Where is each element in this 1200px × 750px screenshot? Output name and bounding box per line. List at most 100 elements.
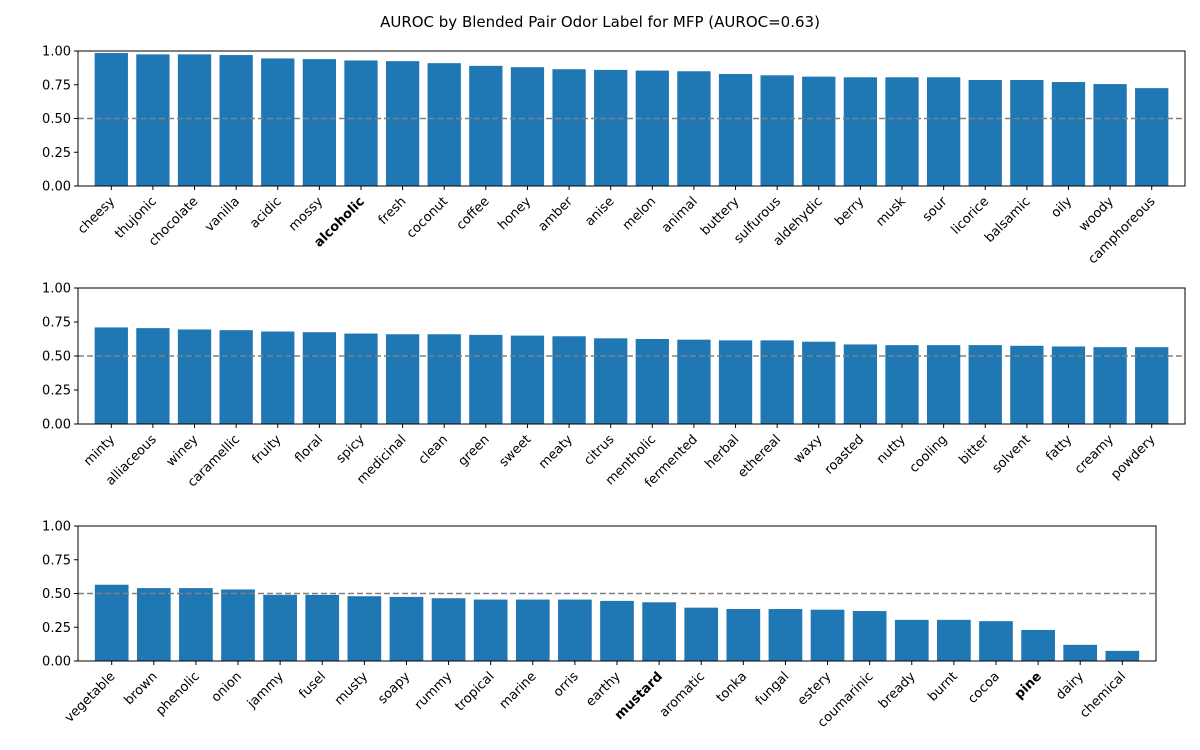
bar-fruity bbox=[261, 331, 295, 424]
y-tick-label: 1.00 bbox=[42, 520, 71, 535]
bar-licorice bbox=[968, 80, 1002, 186]
chart-title: AUROC by Blended Pair Odor Label for MFP… bbox=[380, 13, 820, 31]
bar-waxy bbox=[802, 341, 836, 424]
bar-camphoreous bbox=[1135, 88, 1169, 187]
x-tick-label-honey: honey bbox=[495, 194, 534, 233]
bar-green bbox=[469, 334, 503, 424]
bar-fungal bbox=[768, 609, 803, 661]
bar-roasted bbox=[843, 344, 878, 424]
bar-coumarinic bbox=[852, 611, 887, 661]
bar-aromatic bbox=[684, 607, 719, 661]
y-tick-label: 0.50 bbox=[42, 350, 71, 365]
x-tick-label-jammy: jammy bbox=[244, 669, 287, 712]
x-tick-label-citrus: citrus bbox=[581, 432, 617, 468]
bar-coffee bbox=[469, 65, 503, 186]
bar-alliaceous bbox=[136, 328, 170, 424]
bar-tropical bbox=[473, 599, 508, 661]
x-tick-label-musk: musk bbox=[873, 194, 909, 230]
y-tick-label: 0.50 bbox=[42, 587, 71, 602]
x-tick-label-ethereal: ethereal bbox=[735, 432, 784, 481]
x-tick-label-clean: clean bbox=[416, 432, 451, 467]
x-tick-label-anise: anise bbox=[582, 194, 617, 229]
x-tick-label-cocoa: cocoa bbox=[965, 669, 1003, 707]
bar-minty bbox=[94, 327, 128, 424]
y-tick-label: 0.75 bbox=[42, 553, 71, 568]
bar-jammy bbox=[263, 594, 297, 661]
x-tick-label-mossy: mossy bbox=[286, 194, 326, 234]
x-tick-label-fruity: fruity bbox=[250, 432, 285, 467]
x-tick-label-earthy: earthy bbox=[583, 669, 624, 710]
x-tick-label-bready: bready bbox=[876, 669, 919, 712]
bar-sulfurous bbox=[760, 75, 794, 186]
bar-chocolate bbox=[177, 54, 212, 187]
y-tick-label: 0.25 bbox=[42, 621, 71, 636]
bar-mustard bbox=[642, 602, 676, 661]
x-tick-label-meaty: meaty bbox=[536, 432, 576, 472]
x-tick-label-berry: berry bbox=[832, 194, 867, 229]
x-tick-label-marine: marine bbox=[497, 669, 540, 712]
x-tick-label-roasted: roasted bbox=[822, 432, 867, 477]
bar-musty bbox=[347, 596, 382, 661]
bar-soapy bbox=[389, 596, 424, 662]
x-tick-label-powdery: powdery bbox=[1108, 432, 1159, 483]
bar-solvent bbox=[1010, 345, 1044, 424]
bar-anise bbox=[594, 69, 628, 186]
x-tick-label-tropical: tropical bbox=[452, 669, 497, 714]
x-tick-label-acidic: acidic bbox=[247, 194, 284, 231]
x-tick-label-green: green bbox=[456, 432, 493, 469]
x-tick-label-woody: woody bbox=[1076, 194, 1117, 235]
bar-animal bbox=[677, 71, 711, 186]
bar-buttery bbox=[718, 73, 753, 186]
bar-sour bbox=[926, 77, 961, 186]
bar-estery bbox=[810, 609, 845, 661]
bar-spicy bbox=[344, 333, 378, 424]
bar-woody bbox=[1093, 84, 1127, 186]
x-tick-label-minty: minty bbox=[81, 432, 118, 469]
bar-meaty bbox=[552, 336, 586, 424]
x-tick-label-rummy: rummy bbox=[412, 669, 456, 713]
y-tick-label: 0.75 bbox=[42, 78, 71, 93]
x-tick-label-coffee: coffee bbox=[454, 194, 493, 233]
x-tick-label-fresh: fresh bbox=[376, 194, 410, 228]
bar-medicinal bbox=[385, 334, 420, 424]
x-tick-label-cooling: cooling bbox=[907, 432, 951, 476]
bar-dairy bbox=[1063, 644, 1098, 661]
bar-musk bbox=[885, 77, 919, 186]
bar-bready bbox=[894, 619, 929, 661]
bar-amber bbox=[552, 69, 586, 186]
bar-melon bbox=[635, 70, 669, 186]
x-tick-label-musty: musty bbox=[332, 669, 371, 708]
bar-citrus bbox=[594, 338, 628, 424]
bar-cheesy bbox=[94, 53, 128, 186]
bar-earthy bbox=[600, 600, 634, 661]
x-tick-label-oily: oily bbox=[1049, 194, 1076, 221]
bar-powdery bbox=[1135, 347, 1169, 424]
x-tick-label-melon: melon bbox=[620, 194, 659, 233]
x-tick-label-sour: sour bbox=[920, 194, 951, 225]
bar-floral bbox=[302, 332, 337, 424]
y-tick-label: 1.00 bbox=[42, 282, 71, 297]
x-tick-label-winey: winey bbox=[164, 432, 202, 470]
x-tick-label-waxy: waxy bbox=[791, 432, 826, 467]
x-tick-label-phenolic: phenolic bbox=[153, 669, 203, 719]
bar-burnt bbox=[937, 619, 971, 661]
bar-nutty bbox=[885, 345, 919, 424]
bar-cocoa bbox=[979, 621, 1013, 661]
bar-winey bbox=[177, 329, 212, 424]
bar-ethereal bbox=[760, 340, 794, 424]
y-tick-label: 0.75 bbox=[42, 316, 71, 331]
bar-onion bbox=[221, 589, 255, 661]
bar-sweet bbox=[510, 335, 545, 424]
bar-cooling bbox=[926, 345, 961, 424]
x-tick-label-nutty: nutty bbox=[874, 432, 909, 467]
y-tick-label: 0.25 bbox=[42, 146, 71, 161]
bar-vanilla bbox=[219, 55, 253, 186]
bar-oily bbox=[1051, 82, 1086, 186]
x-tick-label-spicy: spicy bbox=[334, 432, 368, 466]
x-tick-label-fungal: fungal bbox=[753, 669, 793, 709]
bar-fresh bbox=[385, 61, 420, 187]
x-tick-label-coconut: coconut bbox=[404, 194, 451, 241]
x-tick-label-floral: floral bbox=[292, 432, 326, 466]
x-tick-label-animal: animal bbox=[659, 194, 701, 236]
